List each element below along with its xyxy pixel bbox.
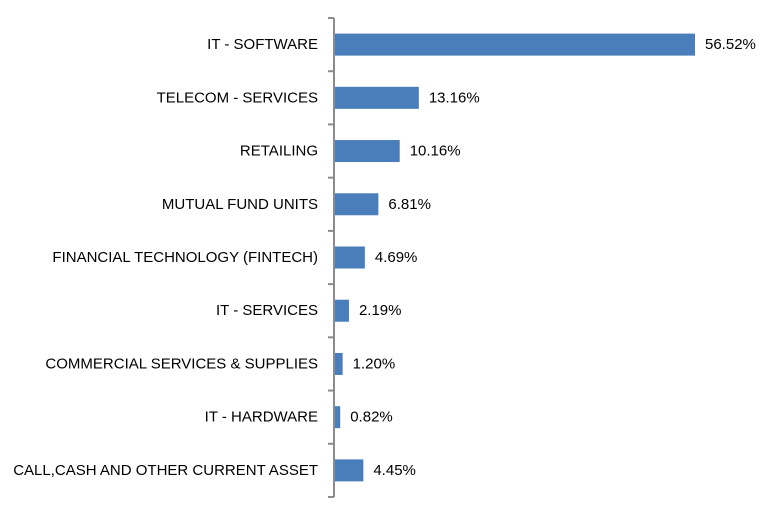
value-label: 4.45%	[373, 462, 416, 479]
value-label: 6.81%	[388, 196, 431, 213]
value-label: 13.16%	[429, 89, 480, 106]
bar-it-services	[335, 299, 349, 322]
category-label: IT - SOFTWARE	[207, 36, 318, 53]
category-label: IT - SERVICES	[216, 302, 318, 319]
value-label: 4.69%	[375, 249, 418, 266]
value-label: 2.19%	[359, 302, 402, 319]
category-label: TELECOM - SERVICES	[157, 89, 318, 106]
category-labels: IT - SOFTWARE TELECOM - SERVICES RETAILING…	[13, 36, 318, 479]
value-label: 1.20%	[353, 355, 396, 372]
value-label: 0.82%	[350, 409, 393, 426]
category-label: COMMERCIAL SERVICES & SUPPLIES	[45, 355, 318, 372]
category-label: CALL,CASH AND OTHER CURRENT ASSET	[13, 462, 318, 479]
bar-it-software	[335, 33, 695, 56]
bar-it-hardware	[335, 406, 341, 429]
bar-retailing	[335, 140, 400, 163]
bar-commercial-services-supplies	[335, 352, 343, 375]
axis-layer	[328, 17, 335, 498]
bar-financial-technology-fintech	[335, 246, 365, 269]
bar-call-cash-and-other-current-asset	[335, 459, 364, 482]
bars-layer	[335, 33, 695, 482]
bar-mutual-fund-units	[335, 193, 379, 216]
value-label: 56.52%	[705, 36, 756, 53]
value-label: 10.16%	[410, 143, 461, 160]
value-labels: 56.52% 13.16% 10.16% 6.81% 4.69% 2.19% 1.20% 0.…	[350, 36, 756, 479]
category-label: RETAILING	[240, 143, 318, 160]
category-label: IT - HARDWARE	[205, 409, 318, 426]
category-label: FINANCIAL TECHNOLOGY (FINTECH)	[52, 249, 318, 266]
bar-telecom-services	[335, 86, 419, 109]
category-label: MUTUAL FUND UNITS	[162, 196, 318, 213]
